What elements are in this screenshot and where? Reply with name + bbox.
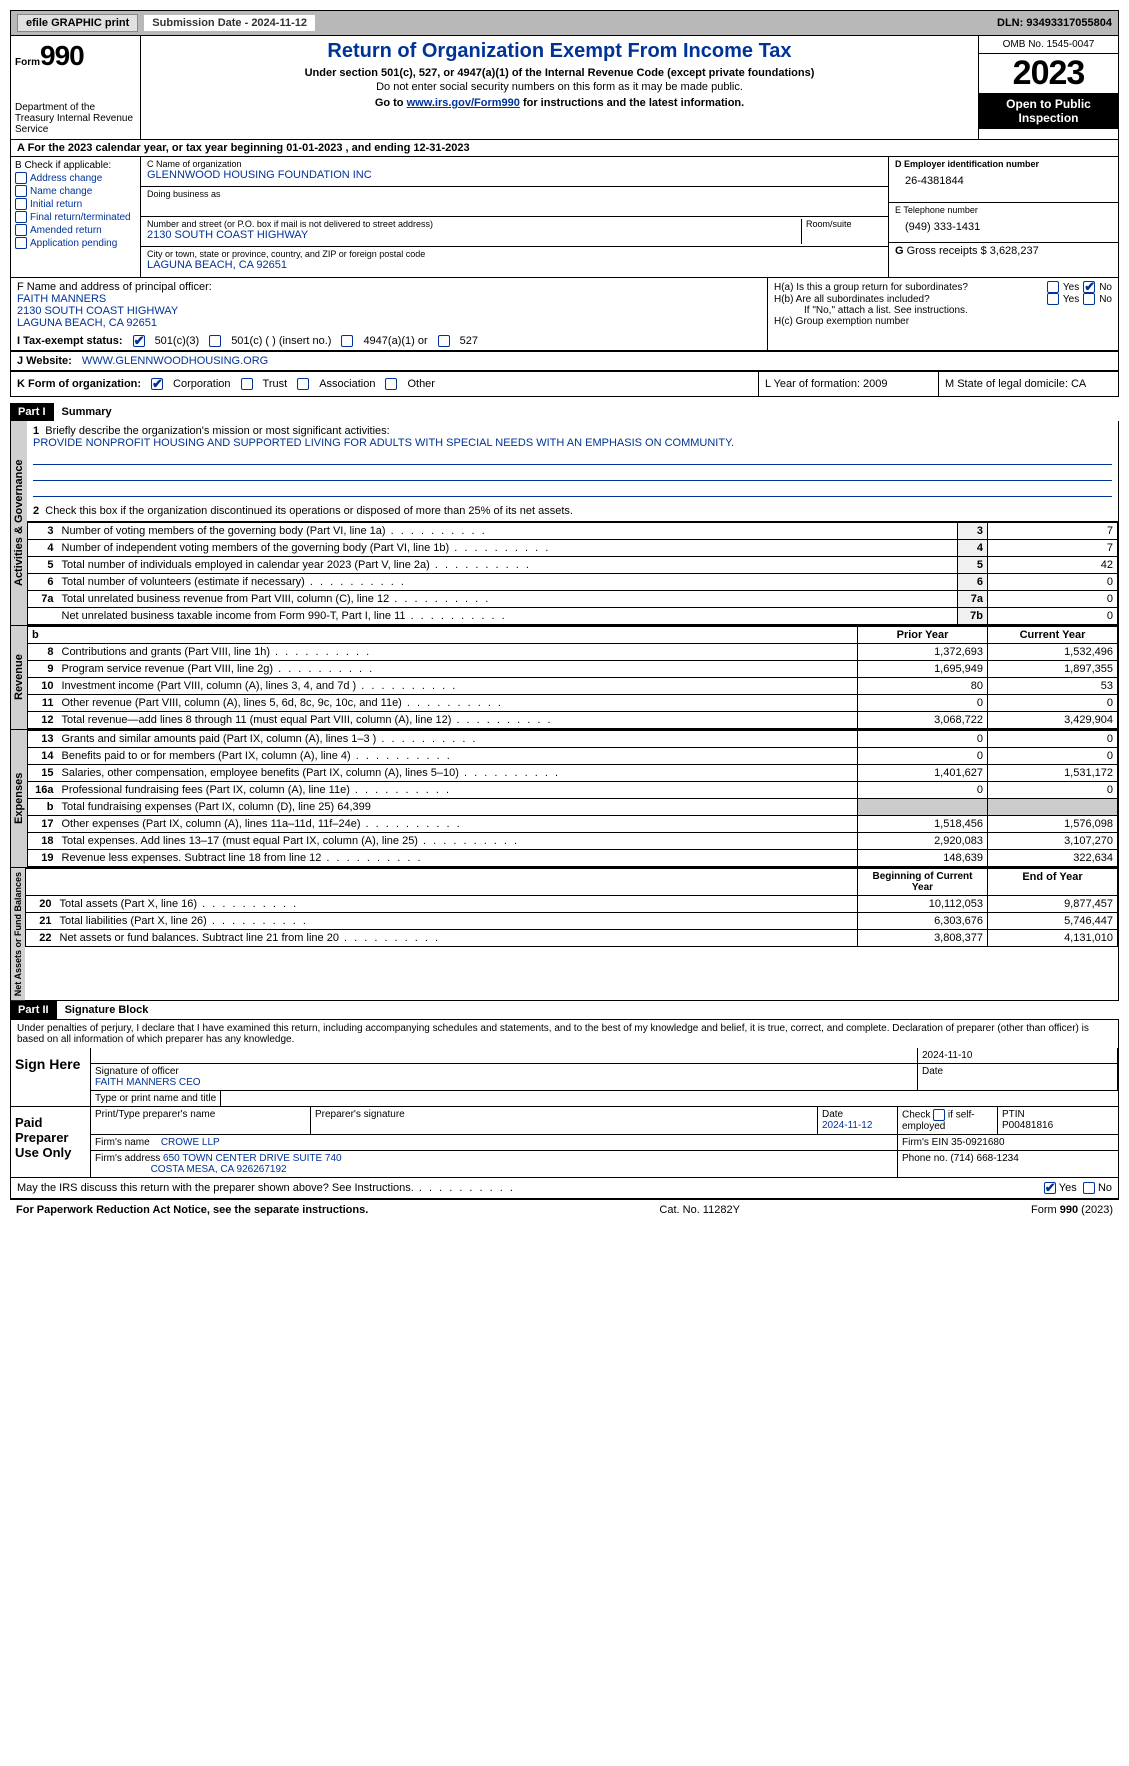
sign-here-label: Sign Here — [11, 1048, 91, 1106]
efile-print-button[interactable]: efile GRAPHIC print — [17, 14, 138, 32]
form-subtitle2: Do not enter social security numbers on … — [145, 81, 974, 93]
part2-header: Part II — [10, 1001, 57, 1019]
527-checkbox[interactable] — [438, 335, 450, 347]
box-b-checkbox[interactable] — [15, 198, 27, 210]
org-name: GLENNWOOD HOUSING FOUNDATION INC — [147, 169, 882, 181]
assoc-checkbox[interactable] — [297, 378, 309, 390]
firm-phone: (714) 668-1234 — [950, 1153, 1018, 1164]
hb-yes-checkbox[interactable] — [1047, 293, 1059, 305]
org-address: 2130 SOUTH COAST HIGHWAY — [147, 229, 797, 241]
box-b: B Check if applicable: Address changeNam… — [11, 157, 141, 277]
sig-date: 2024-11-10 — [918, 1048, 1118, 1063]
org-city: LAGUNA BEACH, CA 92651 — [147, 259, 882, 271]
ha-yes-checkbox[interactable] — [1047, 281, 1059, 293]
form-header: Form990 Department of the Treasury Inter… — [10, 36, 1119, 140]
omb-number: OMB No. 1545-0047 — [979, 36, 1118, 54]
officer-name: FAITH MANNERS — [17, 293, 761, 305]
dln-number: DLN: 93493317055804 — [997, 17, 1112, 29]
firm-ein: 35-0921680 — [951, 1137, 1004, 1148]
side-expenses: Expenses — [11, 730, 27, 867]
corp-checkbox[interactable] — [151, 378, 163, 390]
form-label: Form — [15, 57, 40, 68]
top-bar: efile GRAPHIC print Submission Date - 20… — [10, 10, 1119, 36]
paperwork-notice: For Paperwork Reduction Act Notice, see … — [16, 1204, 368, 1216]
discuss-no-checkbox[interactable] — [1083, 1182, 1095, 1194]
paid-preparer-label: Paid Preparer Use Only — [11, 1107, 91, 1177]
officer-sig-name: FAITH MANNERS CEO — [95, 1077, 913, 1088]
inspection-label: Open to Public Inspection — [979, 93, 1118, 129]
tax-year: 2023 — [979, 54, 1118, 93]
form-subtitle1: Under section 501(c), 527, or 4947(a)(1)… — [145, 67, 974, 79]
501c3-checkbox[interactable] — [133, 335, 145, 347]
box-b-checkbox[interactable] — [15, 172, 27, 184]
cat-no: Cat. No. 11282Y — [659, 1204, 740, 1216]
box-b-checkbox[interactable] — [15, 237, 27, 249]
other-checkbox[interactable] — [385, 378, 397, 390]
dept-label: Department of the Treasury Internal Reve… — [15, 102, 136, 135]
year-formation: L Year of formation: 2009 — [758, 372, 938, 396]
4947-checkbox[interactable] — [341, 335, 353, 347]
discuss-yes-checkbox[interactable] — [1044, 1182, 1056, 1194]
mission-text: PROVIDE NONPROFIT HOUSING AND SUPPORTED … — [33, 437, 1112, 449]
box-b-checkbox[interactable] — [15, 224, 27, 236]
box-b-checkbox[interactable] — [15, 211, 27, 223]
sig-declaration: Under penalties of perjury, I declare th… — [10, 1019, 1119, 1048]
submission-date: Submission Date - 2024-11-12 — [144, 15, 315, 31]
trust-checkbox[interactable] — [241, 378, 253, 390]
box-b-checkbox[interactable] — [15, 185, 27, 197]
irs-link[interactable]: www.irs.gov/Form990 — [407, 97, 520, 109]
ein: 26-4381844 — [895, 175, 1112, 187]
side-net-assets: Net Assets or Fund Balances — [11, 868, 25, 1000]
part1-header: Part I — [10, 403, 54, 421]
side-revenue: Revenue — [11, 626, 27, 729]
firm-name: CROWE LLP — [161, 1137, 220, 1148]
gross-receipts: Gross receipts $ 3,628,237 — [907, 245, 1039, 257]
501c-checkbox[interactable] — [209, 335, 221, 347]
firm-addr1: 650 TOWN CENTER DRIVE SUITE 740 — [163, 1153, 342, 1164]
hb-no-checkbox[interactable] — [1083, 293, 1095, 305]
state-domicile: M State of legal domicile: CA — [938, 372, 1118, 396]
website: WWW.GLENNWOODHOUSING.ORG — [82, 355, 268, 367]
side-governance: Activities & Governance — [11, 421, 27, 625]
ha-no-checkbox[interactable] — [1083, 281, 1095, 293]
ptin: P00481816 — [1002, 1120, 1053, 1131]
line-a: A For the 2023 calendar year, or tax yea… — [10, 140, 1119, 157]
form-number: 990 — [40, 40, 84, 71]
form-title: Return of Organization Exempt From Incom… — [145, 40, 974, 63]
prep-date: 2024-11-12 — [822, 1120, 872, 1131]
phone: (949) 333-1431 — [895, 221, 1112, 233]
self-employed-checkbox[interactable] — [933, 1109, 945, 1121]
